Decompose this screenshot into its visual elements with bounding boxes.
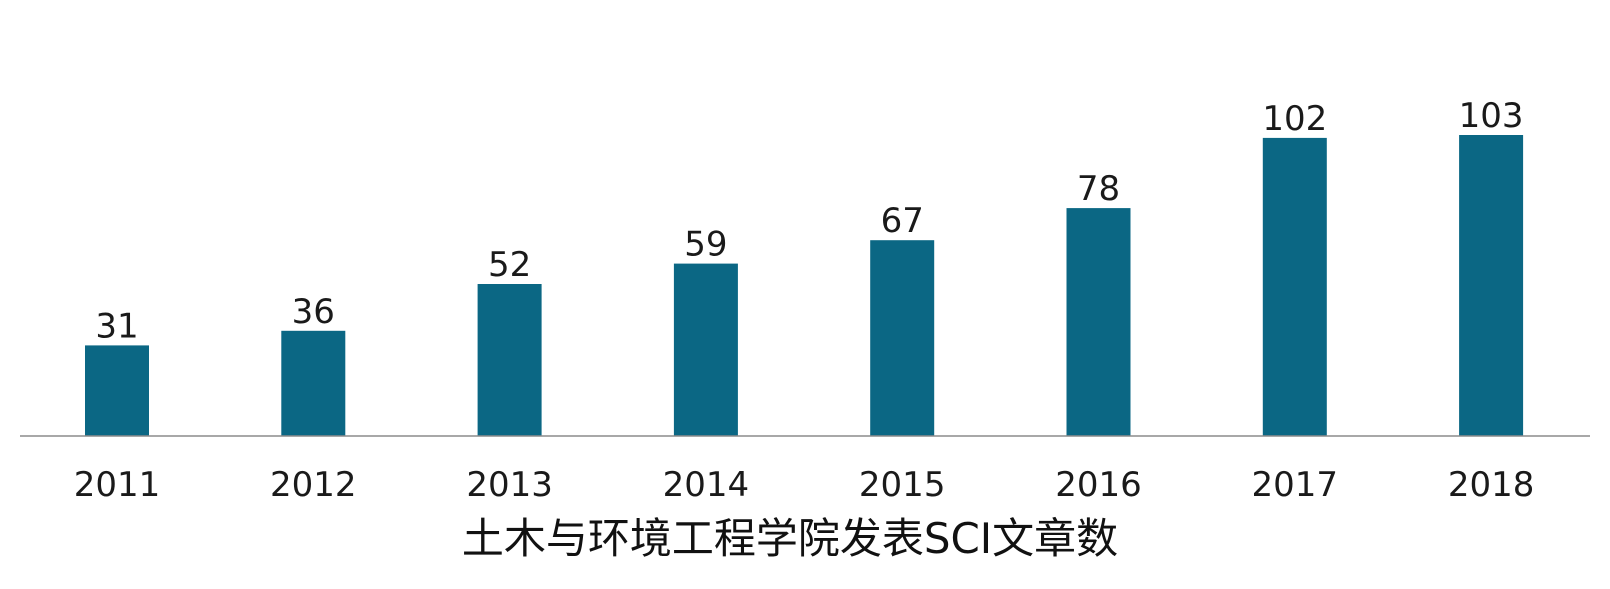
- value-label-2013: 52: [488, 245, 531, 285]
- value-label-2014: 59: [684, 225, 727, 265]
- bar-2017: [1262, 137, 1327, 436]
- bar-2012: [281, 330, 346, 436]
- value-label-2012: 36: [292, 292, 335, 332]
- chart-title: 土木与环境工程学院发表SCI文章数: [462, 514, 1118, 563]
- x-tick-labels-group: 2011 2012 2013 2014 2015 2016 2017 2018: [74, 465, 1535, 505]
- bar-2018: [1459, 135, 1524, 436]
- x-tick-label-2014: 2014: [663, 465, 750, 505]
- bar-2014: [673, 263, 738, 436]
- bar-2016: [1066, 208, 1131, 436]
- x-tick-label-2015: 2015: [859, 465, 946, 505]
- x-tick-label-2018: 2018: [1448, 465, 1535, 505]
- bar-2013: [477, 284, 542, 436]
- value-label-2017: 102: [1262, 99, 1327, 139]
- value-label-2015: 67: [881, 201, 924, 241]
- x-tick-label-2017: 2017: [1252, 465, 1339, 505]
- x-tick-label-2012: 2012: [270, 465, 357, 505]
- x-tick-label-2013: 2013: [466, 465, 553, 505]
- value-labels-group: 31 36 52 59 67 78 102 103: [95, 96, 1523, 346]
- bar-2011: [85, 345, 149, 436]
- x-tick-label-2016: 2016: [1055, 465, 1142, 505]
- value-label-2016: 78: [1077, 169, 1120, 209]
- value-label-2018: 103: [1459, 96, 1524, 136]
- bars-group: [85, 135, 1524, 436]
- value-label-2011: 31: [95, 306, 138, 346]
- x-tick-label-2011: 2011: [74, 465, 161, 505]
- bar-2015: [870, 240, 935, 436]
